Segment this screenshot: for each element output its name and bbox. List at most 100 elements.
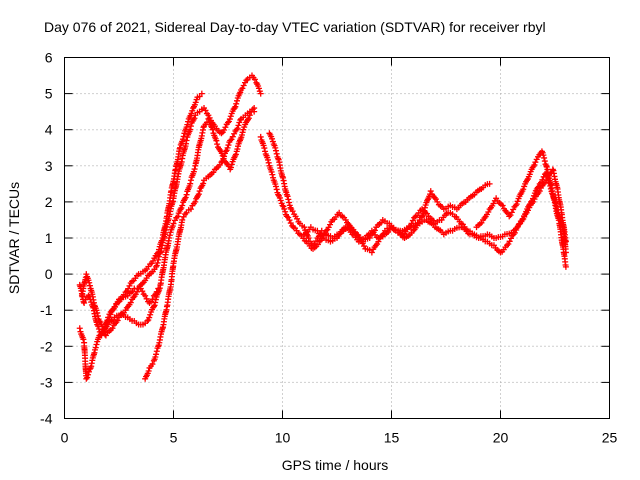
data-point — [294, 215, 301, 222]
data-point — [287, 220, 294, 227]
data-point — [85, 368, 92, 375]
data-point — [192, 99, 199, 106]
data-point — [153, 263, 160, 270]
data-point — [508, 209, 515, 216]
data-point — [228, 161, 235, 168]
data-point — [233, 100, 240, 107]
data-point — [191, 115, 198, 122]
data-point — [114, 317, 121, 324]
data-point — [149, 361, 156, 368]
data-point — [518, 218, 525, 225]
x-tick-label: 15 — [384, 430, 400, 446]
x-tick-label: 10 — [275, 430, 291, 446]
data-point — [93, 341, 100, 348]
data-point — [301, 224, 308, 231]
data-point — [225, 142, 232, 149]
data-point — [151, 302, 158, 309]
data-point — [506, 238, 513, 245]
data-point — [227, 137, 234, 144]
data-point — [243, 77, 250, 84]
data-point — [366, 235, 373, 241]
data-point — [245, 115, 252, 122]
data-point — [224, 144, 231, 151]
data-point — [268, 168, 275, 175]
data-point — [198, 90, 205, 97]
data-point — [523, 177, 530, 184]
data-point — [530, 198, 537, 205]
data-point — [262, 148, 269, 155]
data-point — [187, 206, 194, 213]
data-point — [281, 205, 288, 212]
data-point — [554, 206, 561, 213]
data-point — [284, 193, 291, 200]
data-point — [511, 229, 518, 236]
data-point — [513, 201, 520, 208]
data-point — [179, 216, 186, 223]
data-point — [524, 207, 531, 214]
data-point — [144, 318, 151, 325]
data-point — [361, 243, 368, 250]
data-point — [150, 258, 157, 265]
data-point — [146, 314, 153, 321]
data-point — [237, 116, 244, 123]
data-point — [127, 299, 134, 306]
data-point — [228, 136, 235, 143]
data-point — [80, 336, 87, 343]
data-point — [235, 122, 242, 129]
data-point — [86, 279, 93, 286]
data-point — [192, 198, 199, 205]
data-point — [427, 188, 434, 195]
y-tick-label: 4 — [45, 122, 53, 138]
data-point — [486, 180, 493, 187]
data-point — [139, 288, 146, 295]
data-point — [234, 146, 241, 153]
data-point — [166, 232, 173, 239]
data-point — [520, 186, 527, 193]
data-point — [187, 123, 194, 130]
data-point — [182, 194, 189, 201]
data-point — [213, 137, 220, 144]
data-point — [536, 188, 543, 195]
data-point — [277, 197, 284, 204]
data-point — [513, 227, 520, 234]
data-point — [553, 203, 560, 210]
y-tick-label: 6 — [45, 50, 53, 66]
data-point — [100, 328, 107, 335]
plot-frame — [64, 57, 610, 419]
data-point — [541, 154, 548, 161]
data-point — [232, 151, 239, 158]
data-point — [152, 354, 159, 361]
data-point — [109, 325, 116, 332]
data-point — [562, 249, 569, 256]
data-point — [526, 171, 533, 178]
data-point — [155, 253, 162, 260]
data-point — [246, 112, 253, 119]
data-point — [94, 312, 101, 319]
data-point — [279, 202, 286, 209]
data-point — [408, 220, 415, 227]
data-point — [499, 202, 506, 209]
data-point — [209, 126, 216, 133]
data-point — [540, 152, 547, 159]
data-point — [283, 213, 290, 220]
data-point — [531, 161, 538, 168]
data-point — [222, 124, 229, 131]
data-point — [505, 241, 512, 248]
data-point — [419, 213, 426, 220]
data-point — [234, 125, 241, 132]
data-point — [183, 137, 190, 144]
data-point — [187, 126, 194, 133]
x-tick-label: 0 — [61, 430, 69, 446]
y-tick-label: 2 — [45, 194, 53, 210]
data-point — [187, 177, 194, 184]
data-point — [231, 130, 238, 137]
data-point — [218, 159, 225, 166]
data-point — [202, 107, 209, 114]
data-point — [285, 196, 292, 203]
data-point — [84, 374, 91, 381]
data-point — [94, 309, 101, 316]
data-point — [179, 202, 186, 209]
data-point — [325, 224, 332, 231]
data-point — [485, 208, 492, 215]
data-point — [221, 126, 228, 133]
